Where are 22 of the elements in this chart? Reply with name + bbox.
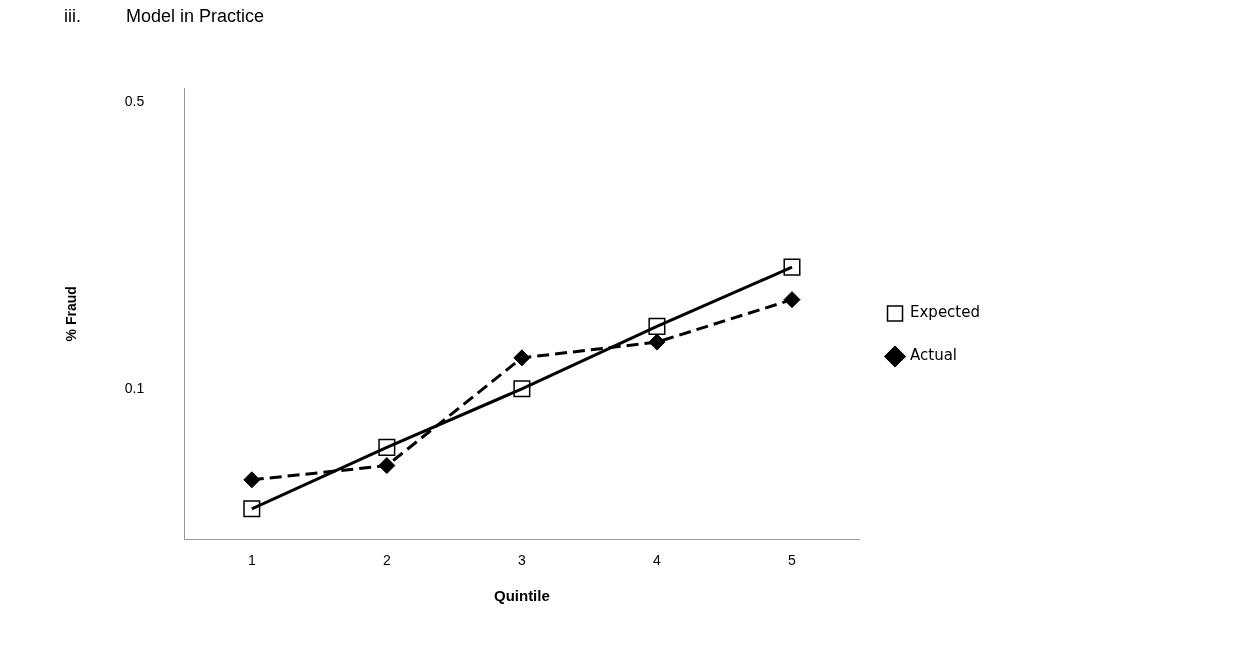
x-tick-label: 2 bbox=[382, 552, 391, 569]
legend-label: Expected bbox=[910, 303, 980, 322]
x-tick-label: 3 bbox=[517, 552, 526, 569]
point bbox=[513, 380, 531, 398]
y-axis-title: % Fraud bbox=[63, 286, 80, 342]
x-axis-title: Quintile bbox=[493, 587, 550, 605]
point bbox=[648, 317, 666, 335]
point bbox=[783, 258, 801, 276]
point bbox=[243, 500, 261, 518]
legend-label: Actual bbox=[910, 346, 958, 365]
x-tick-label: 4 bbox=[653, 552, 662, 569]
point bbox=[378, 438, 396, 456]
point bbox=[378, 457, 396, 475]
x-tick-label: 5 bbox=[788, 552, 797, 569]
y-tick-label: 0.1 bbox=[124, 379, 145, 396]
point bbox=[783, 291, 801, 309]
point bbox=[243, 471, 261, 489]
x-tick-label: 1 bbox=[247, 552, 256, 569]
point bbox=[648, 333, 666, 351]
y-tick-label: 0.5 bbox=[124, 92, 145, 109]
point bbox=[513, 349, 531, 367]
chart-title: iii. Model in Practice bbox=[64, 6, 265, 27]
